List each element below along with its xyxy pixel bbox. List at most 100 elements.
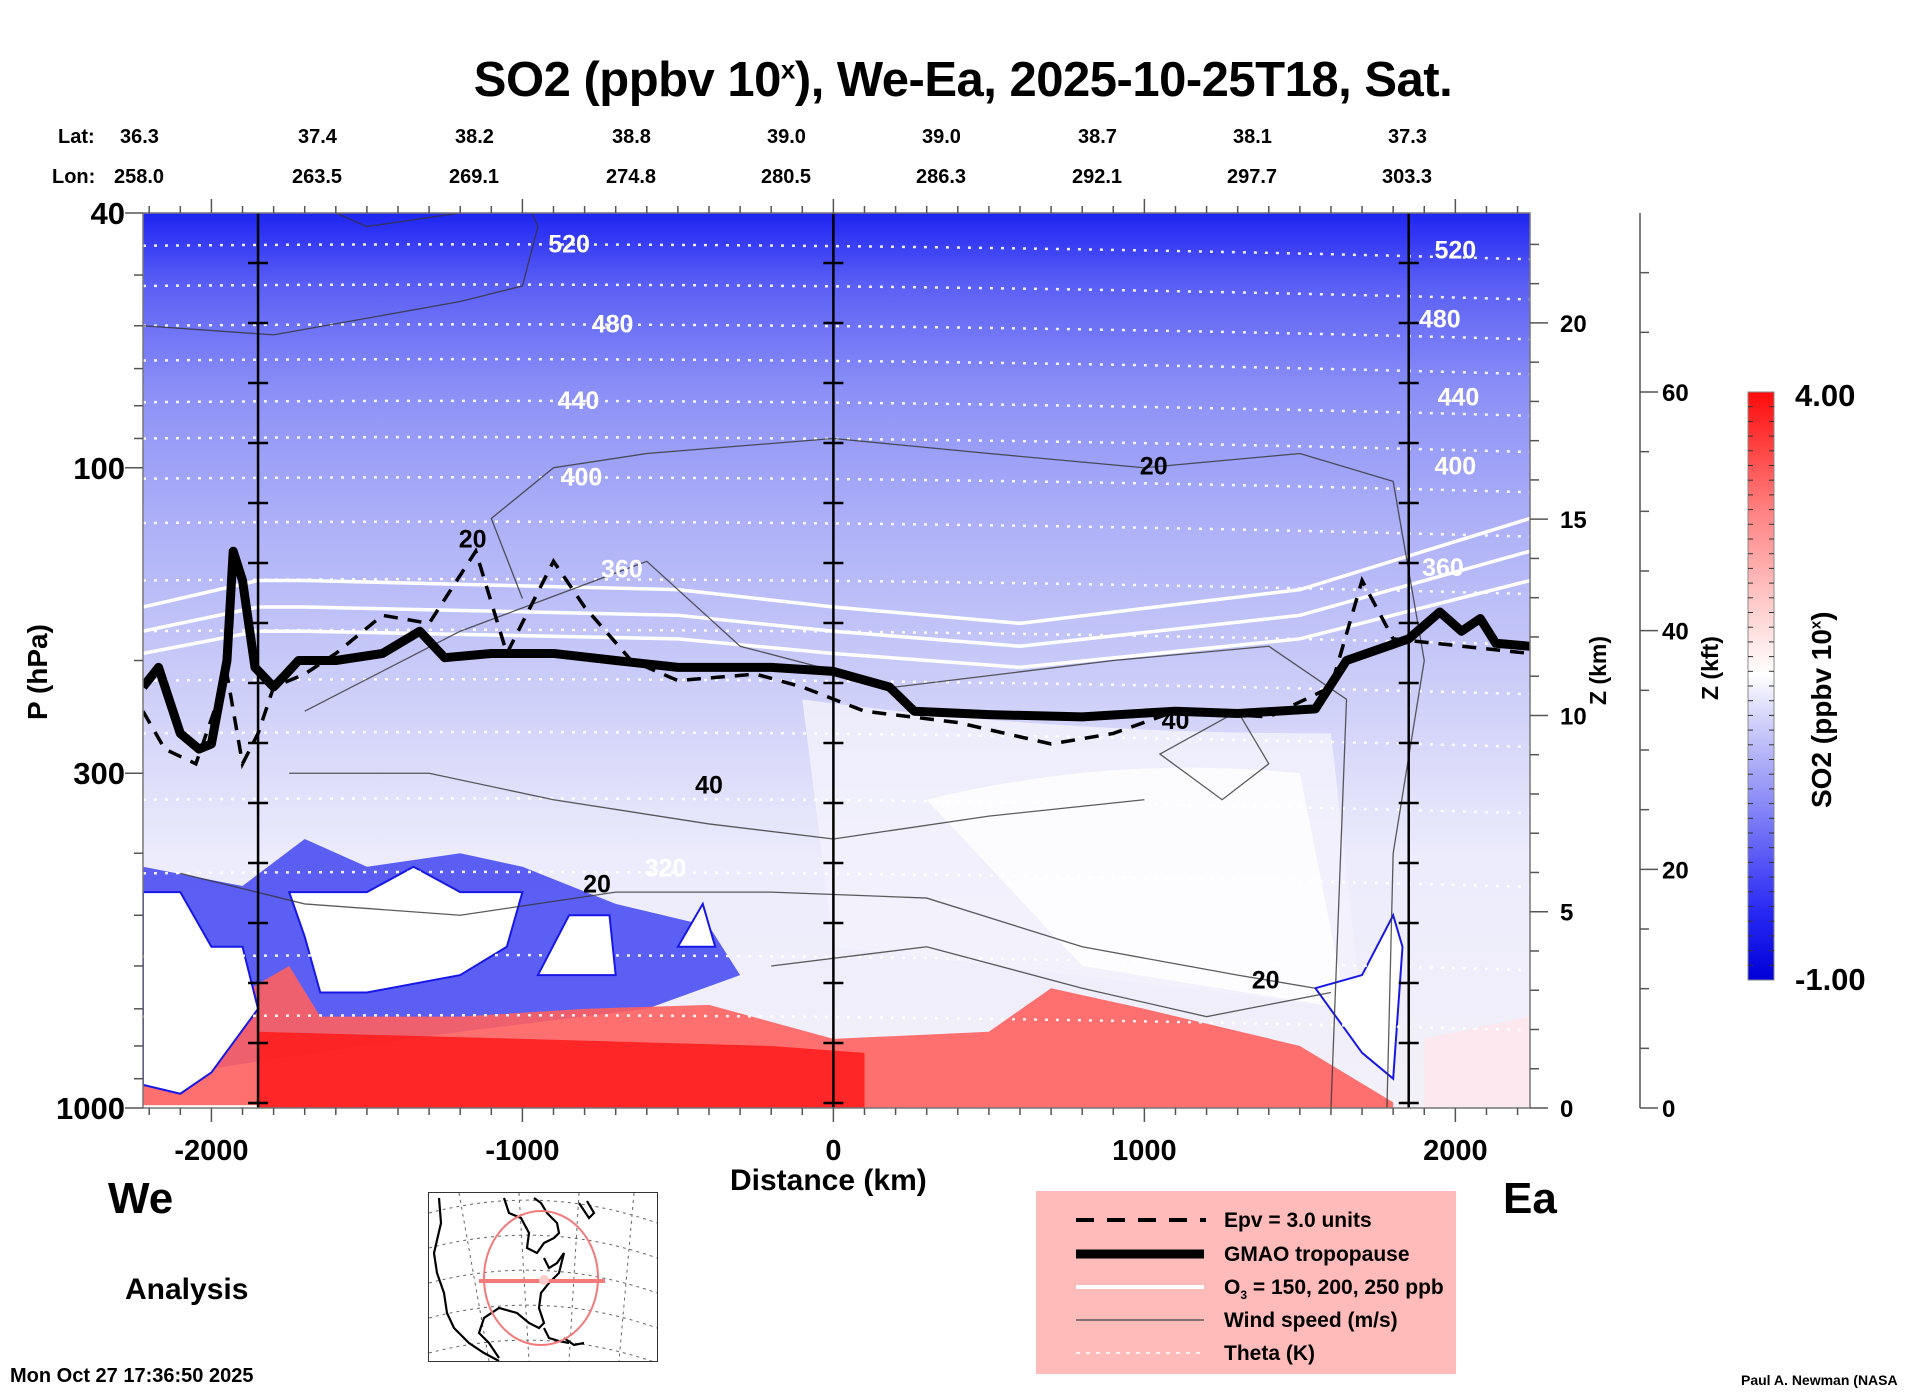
legend-label-suffix: = 150, 200, 250 ppb <box>1247 1276 1444 1299</box>
lat-value: 38.7 <box>1078 126 1117 148</box>
theta-label: 480 <box>1419 306 1461 334</box>
legend-swatch-thick <box>1076 1249 1204 1259</box>
lon-value: 274.8 <box>606 166 657 188</box>
legend-swatch-dotted <box>1076 1352 1204 1354</box>
colorbar-title-suffix: ) <box>1806 611 1837 621</box>
x-tick-label: 0 <box>825 1135 841 1167</box>
lon-label: Lon: <box>52 166 96 188</box>
legend-swatch-dashed <box>1076 1218 1206 1222</box>
y-axis-title: P (hPa) <box>22 624 53 720</box>
field-region-pink <box>1424 1016 1530 1108</box>
z-kft-axis-title: Z (kft) <box>1697 636 1723 700</box>
map-center-marker <box>539 1275 549 1285</box>
colorbar-max-label: 4.00 <box>1795 378 1856 413</box>
wind-speed-contour <box>335 213 461 228</box>
z-km-tick-label: 10 <box>1560 703 1587 730</box>
colorbar-title-sup: x <box>1807 620 1825 630</box>
lat-value: 39.0 <box>922 126 961 148</box>
lon-value: 292.1 <box>1072 166 1123 188</box>
ozone-contour <box>143 516 1530 626</box>
legend-label: GMAO tropopause <box>1224 1243 1410 1266</box>
legend-label: Theta (K) <box>1224 1342 1315 1365</box>
theta-contour <box>143 243 1530 261</box>
y-tick-label: 300 <box>73 756 125 791</box>
field-region-white <box>926 767 1347 1009</box>
legend-label: O3 = 150, 200, 250 ppb <box>1224 1276 1444 1302</box>
wind-speed-contour <box>143 213 539 336</box>
west-label: We <box>108 1174 174 1223</box>
missing-data-region <box>1313 912 1404 1081</box>
legend-item-tropopause: GMAO tropopause <box>1036 1239 1456 1271</box>
theta-label: 440 <box>1438 383 1480 411</box>
x-tick-label: -2000 <box>174 1135 248 1167</box>
z-kft-tick-label: 20 <box>1662 857 1689 884</box>
legend-label-prefix: O <box>1224 1276 1241 1299</box>
colorbar-title: SO2 (ppbv 10x) <box>1806 611 1838 808</box>
theta-label: 360 <box>1422 554 1464 582</box>
chart-title: SO2 (ppbv 10x), We-Ea, 2025-10-25T18, Sa… <box>0 52 1926 108</box>
map-inset <box>428 1192 658 1362</box>
theta-label: 520 <box>548 230 590 258</box>
lon-value: 280.5 <box>761 166 812 188</box>
wind-speed-label: 40 <box>1162 707 1190 735</box>
z-kft-tick-label: 60 <box>1662 380 1689 407</box>
z-kft-tick-label: 0 <box>1662 1096 1675 1123</box>
missing-data-region <box>536 914 617 977</box>
lat-value: 39.0 <box>767 126 806 148</box>
lon-value: 263.5 <box>292 166 343 188</box>
wind-speed-contour <box>180 872 1316 989</box>
x-tick-label: 2000 <box>1423 1135 1488 1167</box>
y-tick-label: 100 <box>73 451 125 486</box>
theta-contour <box>143 323 1530 341</box>
theta-label: 440 <box>558 387 600 415</box>
wind-speed-label: 40 <box>695 771 723 799</box>
wind-speed-contour <box>771 946 1332 1018</box>
contour-overlays: 520 480 440 400 360 320 520 480 440 400 360 20 20 40 2… <box>143 213 1530 1108</box>
legend-item-epv: Epv = 3.0 units <box>1036 1205 1456 1237</box>
wind-speed-label: 20 <box>583 871 611 899</box>
title-suffix: ), We-Ea, 2025-10-25T18, Sat. <box>794 53 1453 107</box>
legend-label: Wind speed (m/s) <box>1224 1309 1398 1332</box>
z-km-tick-label: 5 <box>1560 900 1573 927</box>
missing-data-region <box>143 1105 259 1108</box>
missing-data-region <box>287 865 524 994</box>
theta-contour <box>143 283 1530 301</box>
lon-value: 269.1 <box>449 166 500 188</box>
y-tick-label: 1000 <box>56 1091 125 1126</box>
theta-label: 480 <box>592 310 634 338</box>
legend-item-wind: Wind speed (m/s) <box>1036 1305 1456 1337</box>
theta-label: 400 <box>1435 452 1477 480</box>
theta-contour <box>143 577 1530 596</box>
tropopause-line <box>143 546 1530 754</box>
theta-contour <box>143 357 1530 376</box>
legend-swatch-thin <box>1076 1319 1204 1321</box>
title-prefix: SO2 (ppbv 10 <box>473 53 782 107</box>
x-axis-title: Distance (km) <box>730 1164 927 1197</box>
analysis-label: Analysis <box>125 1273 249 1306</box>
wind-speed-contour <box>490 437 1425 1108</box>
theta-contour <box>143 399 1530 418</box>
lat-value: 36.3 <box>120 126 159 148</box>
z-kft-tick-label: 40 <box>1662 619 1689 646</box>
lat-value: 37.4 <box>298 126 337 148</box>
lon-value: 286.3 <box>916 166 967 188</box>
theta-contour <box>143 953 1530 972</box>
map-inset-svg <box>429 1193 657 1361</box>
lat-value: 38.2 <box>455 126 494 148</box>
theta-label: 520 <box>1435 236 1477 264</box>
lat-value: 38.8 <box>612 126 651 148</box>
theta-contour <box>143 677 1530 696</box>
z-km-axis-title: Z (km) <box>1585 636 1611 705</box>
legend-item-theta: Theta (K) <box>1036 1338 1456 1370</box>
colorbar-title-prefix: SO2 (ppbv 10 <box>1806 629 1837 808</box>
z-km-tick-label: 15 <box>1560 507 1587 534</box>
colorbar-min-label: -1.00 <box>1795 962 1866 997</box>
theta-label: 320 <box>645 855 687 883</box>
x-tick-label: 1000 <box>1112 1135 1177 1167</box>
legend-label: Epv = 3.0 units <box>1224 1209 1372 1232</box>
lon-value: 297.7 <box>1227 166 1278 188</box>
graticule <box>429 1193 657 1361</box>
field-region-deep-red <box>258 1031 865 1108</box>
lat-value: 38.1 <box>1233 126 1272 148</box>
theta-contour <box>143 520 1530 538</box>
